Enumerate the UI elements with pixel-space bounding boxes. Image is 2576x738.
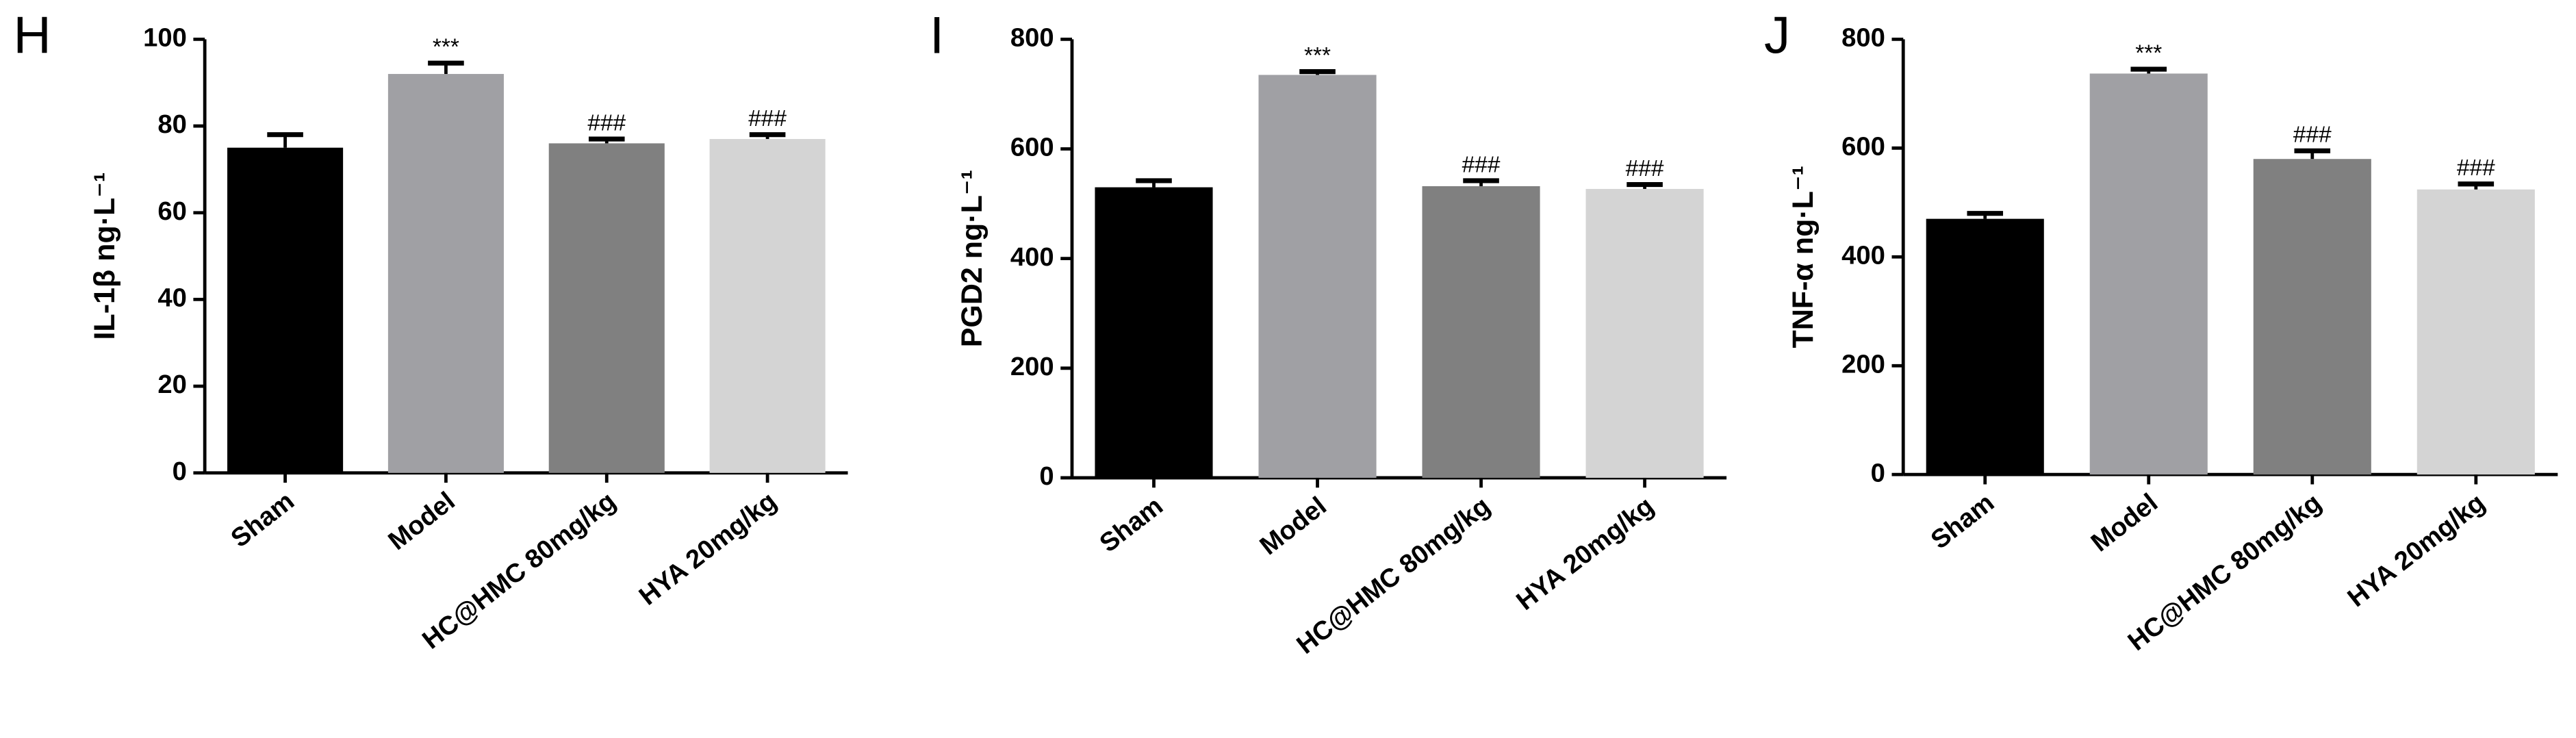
bar bbox=[1095, 187, 1213, 478]
x-tick-label: Model bbox=[2086, 488, 2164, 558]
y-axis-label: TNF-α ng·L⁻¹ bbox=[1787, 166, 1820, 348]
significance-label: ### bbox=[1462, 152, 1501, 177]
bar bbox=[1926, 218, 2044, 475]
bar bbox=[2089, 73, 2208, 475]
bar bbox=[1422, 186, 1540, 478]
significance-label: ### bbox=[2457, 155, 2495, 181]
y-axis-label: IL-1β ng·L⁻¹ bbox=[88, 173, 121, 340]
y-tick-label: 400 bbox=[1010, 242, 1054, 272]
y-tick-label: 80 bbox=[157, 110, 187, 139]
y-tick-label: 0 bbox=[1039, 461, 1054, 491]
y-tick-label: 600 bbox=[1841, 131, 1885, 161]
bar bbox=[709, 139, 826, 473]
x-tick-label: Sham bbox=[1094, 491, 1169, 558]
bar bbox=[1258, 75, 1377, 478]
significance-label: *** bbox=[1304, 43, 1331, 68]
x-tick-label: HYA 20mg/kg bbox=[634, 486, 782, 611]
x-tick-label: HYA 20mg/kg bbox=[1511, 491, 1659, 616]
significance-label: *** bbox=[433, 35, 459, 60]
y-tick-label: 200 bbox=[1010, 352, 1054, 381]
y-tick-label: 600 bbox=[1010, 133, 1054, 162]
bar bbox=[2416, 189, 2535, 475]
x-tick-label: Sham bbox=[1926, 488, 2000, 555]
x-tick-label: Sham bbox=[225, 486, 300, 553]
bar bbox=[1585, 188, 1704, 478]
panel-label: H bbox=[14, 7, 51, 65]
y-tick-label: 100 bbox=[143, 23, 187, 52]
bar bbox=[387, 74, 504, 473]
bar bbox=[227, 147, 344, 473]
significance-label: ### bbox=[748, 106, 787, 131]
y-tick-label: 800 bbox=[1010, 23, 1054, 52]
significance-label: ### bbox=[1626, 156, 1664, 181]
x-tick-label: Model bbox=[1254, 491, 1332, 561]
y-tick-label: 400 bbox=[1841, 240, 1885, 270]
x-tick-label: Model bbox=[383, 486, 461, 556]
bar bbox=[2253, 159, 2371, 475]
y-tick-label: 0 bbox=[1871, 458, 1885, 487]
significance-label: ### bbox=[587, 110, 626, 136]
x-tick-label: HYA 20mg/kg bbox=[2342, 488, 2490, 613]
y-axis-label: PGD2 ng·L⁻¹ bbox=[956, 170, 989, 347]
y-tick-label: 800 bbox=[1841, 23, 1885, 52]
significance-label: ### bbox=[2293, 123, 2332, 148]
bar bbox=[548, 143, 665, 473]
significance-label: *** bbox=[2135, 40, 2162, 66]
y-tick-label: 200 bbox=[1841, 349, 1885, 379]
y-tick-label: 0 bbox=[173, 457, 187, 486]
panel-label: I bbox=[930, 7, 944, 65]
y-tick-label: 40 bbox=[157, 283, 187, 313]
panel-label: J bbox=[1764, 7, 1790, 65]
y-tick-label: 60 bbox=[157, 196, 187, 226]
y-tick-label: 20 bbox=[157, 370, 187, 399]
